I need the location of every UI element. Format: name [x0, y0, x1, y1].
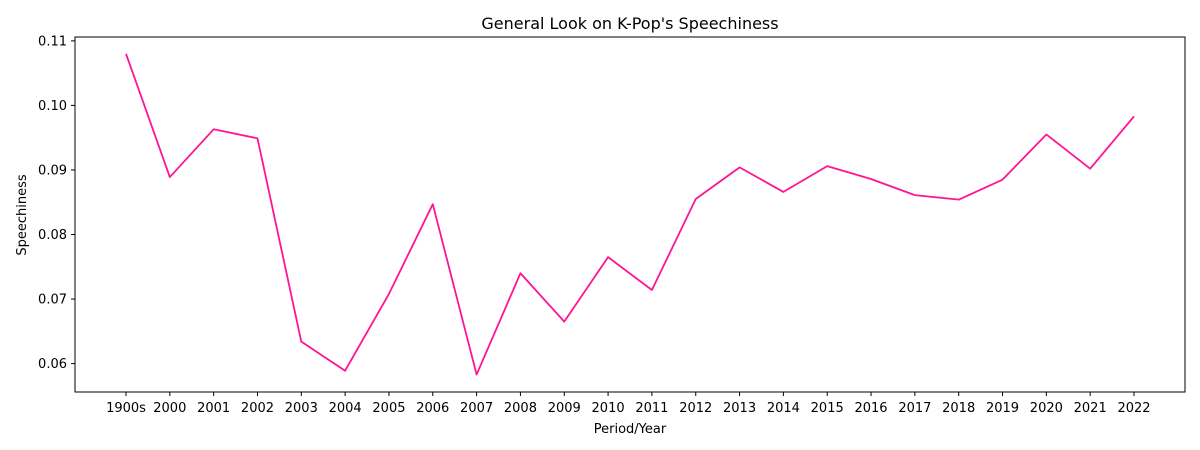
y-tick-label: 0.11 — [38, 34, 67, 49]
x-tick-label: 2000 — [153, 401, 186, 416]
y-tick-label: 0.06 — [38, 357, 67, 372]
line-layer — [125, 53, 1135, 376]
x-tick-label: 2015 — [811, 401, 844, 416]
x-tick-label: 2003 — [285, 401, 318, 416]
chart-title: General Look on K-Pop's Speechiness — [481, 14, 778, 33]
x-tick-label: 2004 — [329, 401, 362, 416]
x-tick-label: 2010 — [592, 401, 625, 416]
x-tick-label: 2002 — [241, 401, 274, 416]
y-tick-label: 0.08 — [38, 228, 67, 243]
x-tick-label: 2021 — [1074, 401, 1107, 416]
x-tick-label: 2005 — [372, 401, 405, 416]
ticks-layer: 1900s 2000 2001 2002 2003 2004 2005 2006 2007 200… — [38, 34, 1151, 416]
plot-frame — [74, 36, 1186, 393]
y-tick-label: 0.10 — [38, 99, 67, 114]
x-tick-label: 2008 — [504, 401, 537, 416]
x-tick-label: 2016 — [854, 401, 887, 416]
x-tick-label: 2018 — [942, 401, 975, 416]
y-axis-title: Speechiness — [15, 174, 30, 256]
y-tick-label: 0.07 — [38, 293, 67, 308]
x-tick-label: 2011 — [635, 401, 668, 416]
x-tick-label: 2006 — [416, 401, 449, 416]
x-tick-label: 2012 — [679, 401, 712, 416]
x-tick-label: 2022 — [1117, 401, 1150, 416]
x-tick-label: 1900s — [106, 401, 146, 416]
y-tick-label: 0.09 — [38, 163, 67, 178]
x-tick-label: 2014 — [767, 401, 800, 416]
x-tick-label: 2001 — [197, 401, 230, 416]
x-tick-label: 2007 — [460, 401, 493, 416]
x-tick-label: 2009 — [548, 401, 581, 416]
x-tick-label: 2017 — [898, 401, 931, 416]
x-tick-label: 2020 — [1030, 401, 1063, 416]
speechiness-line — [125, 53, 1135, 376]
x-tick-label: 2013 — [723, 401, 756, 416]
x-axis-title: Period/Year — [594, 422, 667, 437]
x-tick-label: 2019 — [986, 401, 1019, 416]
